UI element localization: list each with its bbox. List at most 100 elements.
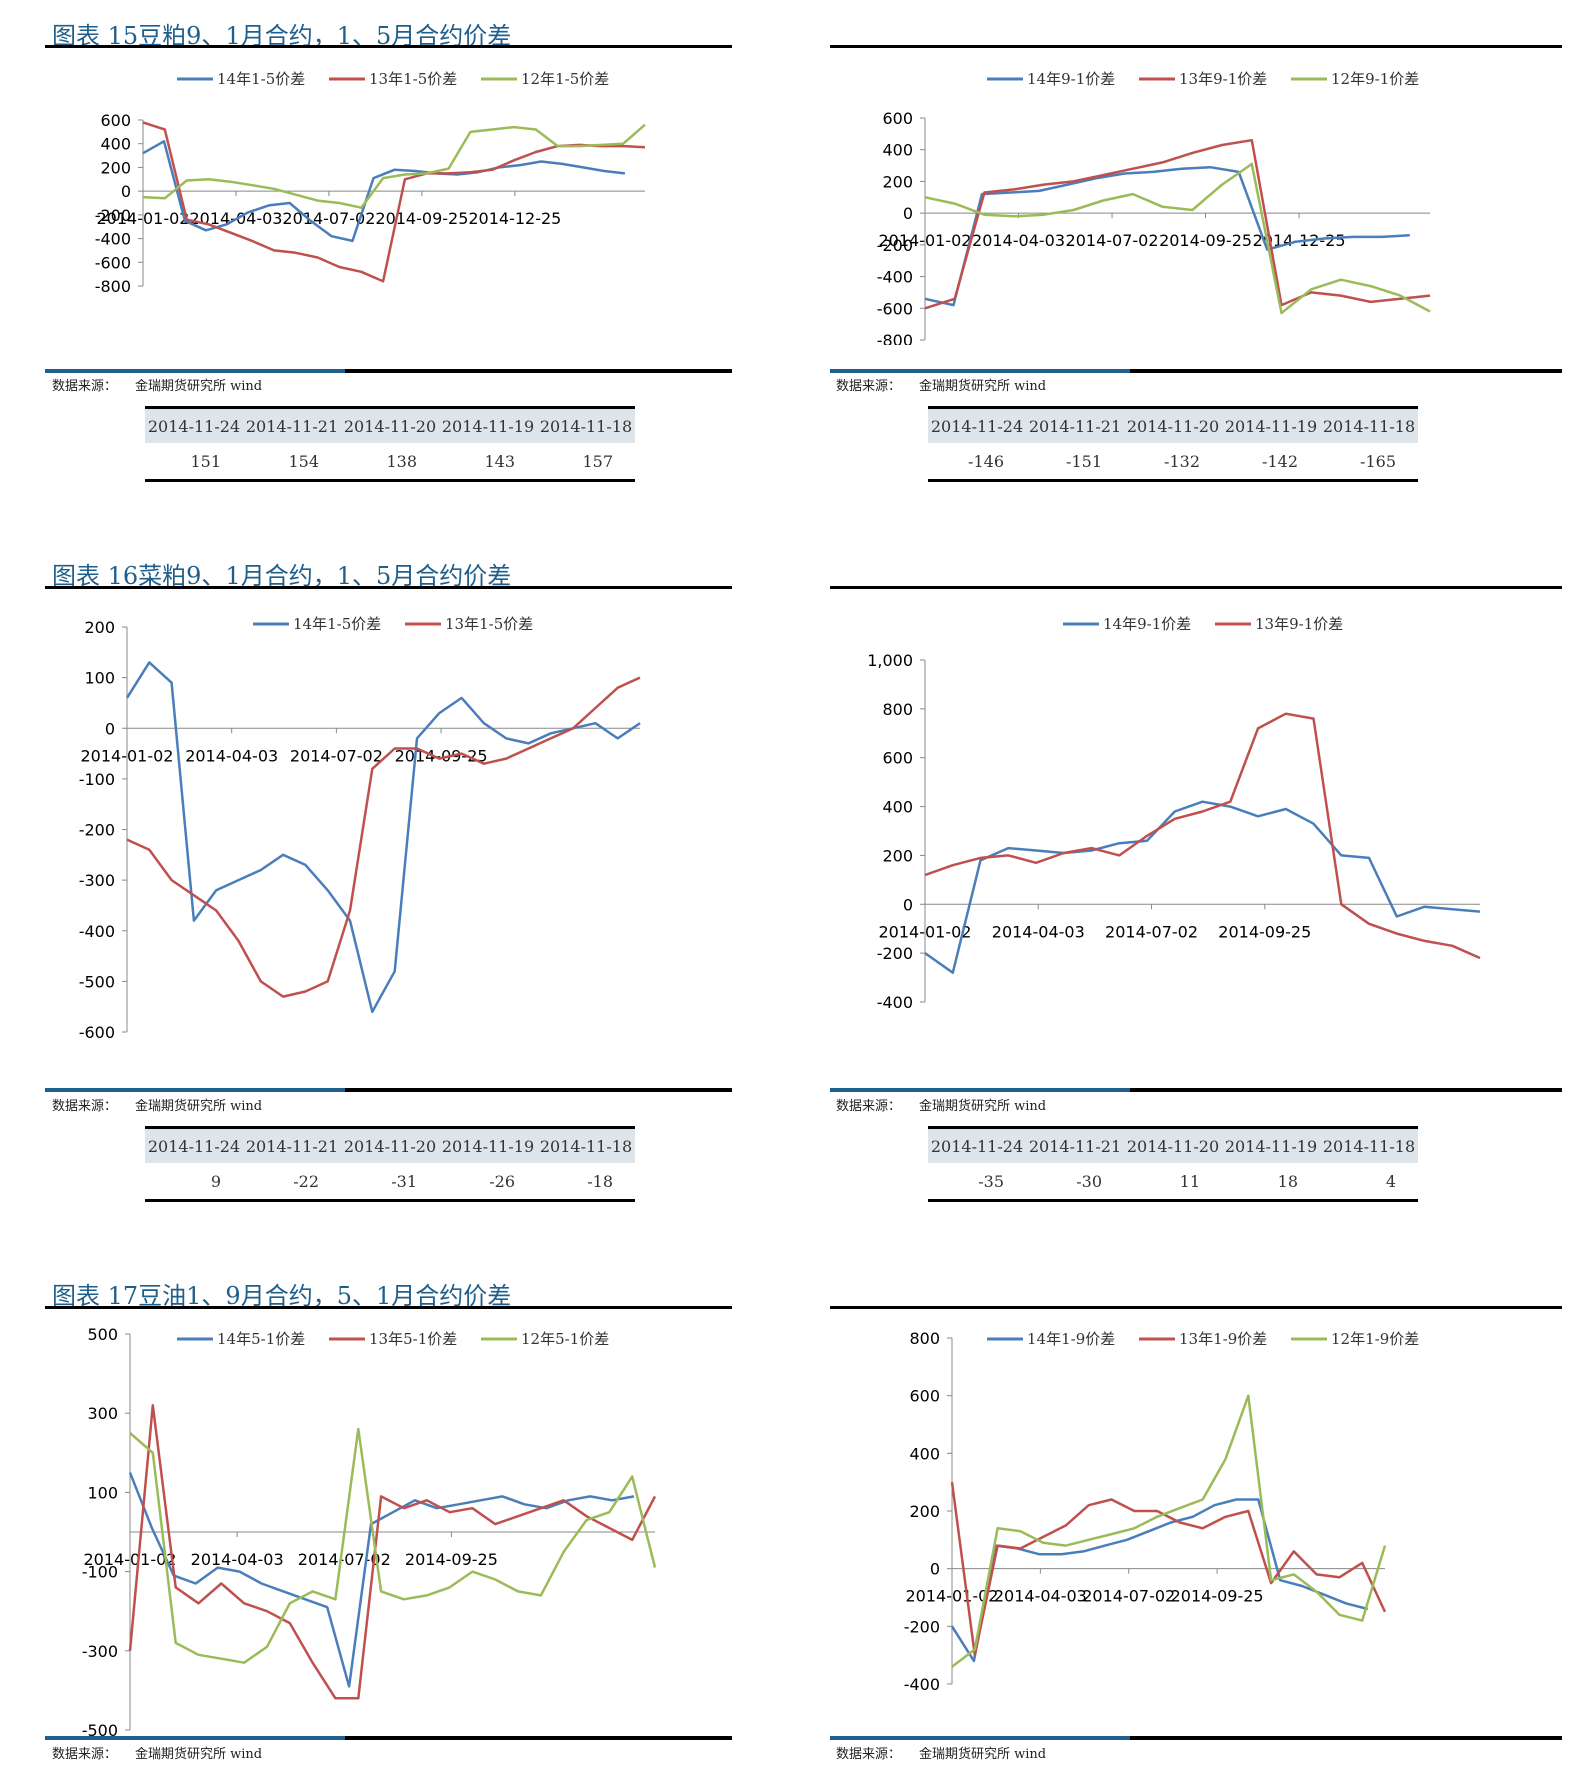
y-tick-label: 800 [882, 700, 913, 719]
top-rule-left-3 [45, 1306, 732, 1309]
top-rule-right-3 [830, 1306, 1562, 1309]
y-tick-label: -800 [95, 277, 131, 296]
y-tick-label: -300 [79, 871, 115, 890]
source-text: 金瑞期货研究所 wind [135, 1747, 263, 1762]
x-tick-label: 2014-07-02 [1066, 231, 1159, 250]
source-line-right-2: 数据来源： 金瑞期货研究所 wind [836, 1095, 1046, 1114]
x-tick-label: 2014-07-02 [1082, 1587, 1175, 1606]
table-value-cell: -30 [1076, 1171, 1102, 1191]
series-line [924, 138, 1431, 310]
y-tick-label: 0 [930, 1560, 940, 1579]
table-value-cell: -18 [587, 1171, 613, 1191]
spread-table-3: 2014-11-24 2014-11-21 2014-11-20 2014-11-19… [145, 1126, 635, 1202]
x-tick-label: 2014-04-03 [972, 231, 1065, 250]
table-header-cell: 2014-11-18 [539, 416, 633, 436]
series-line [125, 661, 641, 1014]
table-value-cell: -26 [489, 1171, 515, 1191]
table-header-cell: 2014-11-20 [1126, 416, 1220, 436]
source-text: 金瑞期货研究所 wind [919, 379, 1047, 394]
source-bar-right-1 [830, 369, 1562, 373]
y-tick-label: -200 [904, 1617, 940, 1636]
x-tick-label: 2014-01-02 [879, 231, 972, 250]
source-line-left-2: 数据来源： 金瑞期货研究所 wind [52, 1095, 262, 1114]
y-tick-label: 200 [882, 172, 913, 191]
table-header-cell: 2014-11-24 [930, 416, 1024, 436]
table-value-cell: -31 [391, 1171, 417, 1191]
table-header-cell: 2014-11-20 [343, 416, 437, 436]
table-value-cell: -151 [1066, 451, 1102, 471]
series-line [128, 1472, 635, 1688]
section-title-17: 图表 17豆油1、9月合约，5、1月合约价差 [52, 1282, 512, 1310]
source-label: 数据来源： [836, 1747, 902, 1762]
y-tick-label: -200 [79, 821, 115, 840]
source-label: 数据来源： [836, 379, 902, 394]
y-tick-label: -400 [79, 922, 115, 941]
table-value-row: 9 -22 -31 -26 -18 [145, 1163, 635, 1199]
legend-label: 14年1-5价差 [293, 615, 381, 633]
table-value-cell: 138 [386, 451, 417, 471]
table-value-cell: -142 [1262, 451, 1298, 471]
table-value-row: -35 -30 11 18 4 [928, 1163, 1418, 1199]
legend-label: 12年1-5价差 [521, 70, 609, 88]
series-line [126, 676, 641, 998]
y-tick-label: 800 [909, 1329, 940, 1348]
table-value-cell: -165 [1360, 451, 1396, 471]
table-value-cell: 9 [210, 1171, 221, 1191]
chart-soyoil-5-1-spread: 500 300 100 -100 -300 -500 2014-01-02 2014-04-0… [82, 1325, 657, 1740]
y-tick-label: 600 [909, 1387, 940, 1406]
table-value-row: 151 154 138 143 157 [145, 443, 635, 479]
y-tick-label: 200 [100, 158, 131, 177]
table-value-cell: -22 [293, 1171, 319, 1191]
chart-rapemeal-1-5-spread: 200 100 0 -100 -200 -300 -400 -500 -600 2014-01-0… [79, 615, 641, 1042]
table-value-cell: 18 [1277, 1171, 1298, 1191]
source-line-right-1: 数据来源： 金瑞期货研究所 wind [836, 375, 1046, 394]
table-value-cell: -35 [978, 1171, 1004, 1191]
series-line [951, 1394, 1387, 1668]
source-text: 金瑞期货研究所 wind [919, 1099, 1047, 1114]
series-line [924, 712, 1481, 960]
legend-label: 13年1-9价差 [1179, 1330, 1267, 1348]
y-tick-label: -400 [877, 993, 913, 1012]
x-tick-label: 2014-04-03 [185, 746, 278, 765]
table-header-row: 2014-11-24 2014-11-21 2014-11-20 2014-11-19… [928, 1129, 1418, 1163]
y-tick-label: -600 [95, 253, 131, 272]
source-label: 数据来源： [52, 379, 118, 394]
table-header-row: 2014-11-24 2014-11-21 2014-11-20 2014-11-19… [145, 1129, 635, 1163]
top-rule-left-1 [45, 45, 732, 48]
table-header-cell: 2014-11-19 [1224, 416, 1318, 436]
source-text: 金瑞期货研究所 wind [919, 1747, 1047, 1762]
source-line-right-3: 数据来源： 金瑞期货研究所 wind [836, 1743, 1046, 1762]
series-line [924, 162, 1431, 315]
legend-label: 13年1-5价差 [369, 70, 457, 88]
y-tick-label: 0 [903, 204, 913, 223]
y-tick-label: 200 [84, 618, 115, 637]
x-tick-label: 2014-09-25 [1218, 922, 1311, 941]
y-tick-label: 400 [100, 135, 131, 154]
source-bar-right-3 [830, 1736, 1562, 1740]
y-tick-label: -200 [877, 236, 913, 255]
chart-rapemeal-9-1-spread: 1,000 800 600 400 200 0 -200 -400 2014-01-02 2014… [867, 615, 1481, 1012]
y-tick-label: -100 [82, 1563, 118, 1582]
legend-label: 14年9-1价差 [1103, 615, 1191, 633]
x-tick-label: 2014-09-25 [375, 209, 468, 228]
table-header-cell: 2014-11-20 [343, 1136, 437, 1156]
x-tick-label: 2014-07-02 [290, 746, 383, 765]
y-tick-label: 100 [84, 669, 115, 688]
legend-label: 14年9-1价差 [1027, 70, 1115, 88]
y-tick-label: -500 [79, 972, 115, 991]
x-tick-label: 2014-01-02 [906, 1587, 999, 1606]
series-line [950, 1482, 1387, 1657]
y-tick-label: -400 [904, 1675, 940, 1694]
x-tick-label: 2014-09-25 [1171, 1587, 1264, 1606]
y-tick-label: -500 [82, 1721, 118, 1740]
y-tick-label: -100 [79, 770, 115, 789]
table-header-cell: 2014-11-24 [147, 1136, 241, 1156]
y-tick-label: 0 [105, 719, 115, 738]
table-value-cell: 154 [288, 451, 319, 471]
x-tick-label: 2014-12-25 [468, 209, 561, 228]
series-line [142, 123, 646, 209]
table-value-cell: 151 [190, 451, 221, 471]
table-value-cell: -132 [1164, 451, 1200, 471]
legend-label: 14年5-1价差 [217, 1330, 305, 1348]
